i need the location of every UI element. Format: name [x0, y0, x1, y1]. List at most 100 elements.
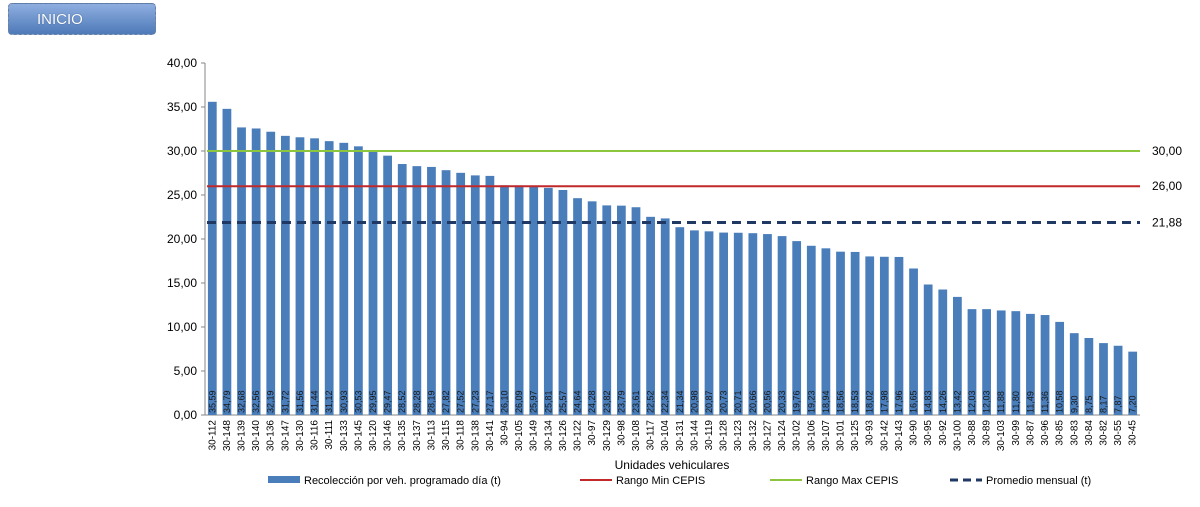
- bar-value-label: 18,02: [865, 390, 875, 413]
- bar-value-label: 31,72: [280, 390, 290, 413]
- x-tick-label: 30-105: [514, 420, 525, 452]
- x-tick-label: 30-117: [646, 420, 657, 451]
- x-tick-label: 30-145: [353, 420, 364, 452]
- x-tick-label: 30-140: [251, 420, 262, 452]
- bar: [368, 151, 378, 415]
- x-tick-label: 30-96: [1040, 420, 1051, 446]
- bar: [1055, 321, 1065, 415]
- x-tick-label: 30-113: [426, 420, 437, 451]
- bar: [412, 166, 422, 415]
- x-tick-label: 30-126: [558, 420, 569, 452]
- x-tick-label: 30-108: [631, 420, 642, 452]
- y-tick-label: 35,00: [167, 100, 197, 114]
- bar: [470, 175, 480, 415]
- bar-value-label: 8,75: [1084, 395, 1094, 413]
- bar-value-label: 23,61: [631, 390, 641, 413]
- y-tick-label: 40,00: [167, 56, 197, 70]
- bar: [222, 108, 232, 416]
- x-tick-label: 30-143: [894, 420, 905, 452]
- x-tick-label: 30-136: [266, 420, 277, 452]
- bar-value-label: 34,79: [222, 390, 232, 413]
- bar-value-label: 28,28: [412, 390, 422, 413]
- bar: [310, 138, 319, 415]
- bar: [251, 128, 261, 416]
- bar-value-label: 31,12: [324, 390, 334, 413]
- bar-value-label: 27,52: [456, 390, 466, 413]
- bar-value-label: 11,36: [1040, 391, 1050, 413]
- bar: [894, 256, 904, 415]
- x-tick-label: 30-131: [675, 420, 686, 452]
- legend-label: Rango Max CEPIS: [806, 475, 898, 487]
- bar-value-label: 27,82: [441, 390, 451, 413]
- bar-value-label: 26,10: [499, 390, 509, 413]
- bar-value-label: 12,03: [982, 390, 992, 413]
- x-tick-label: 30-137: [412, 420, 423, 452]
- x-tick-label: 30-135: [397, 420, 408, 452]
- x-tick-label: 30-146: [383, 420, 394, 452]
- bar: [982, 309, 991, 415]
- y-tick-label: 15,00: [167, 276, 197, 290]
- bar-value-label: 23,82: [602, 390, 612, 413]
- x-tick-label: 30-129: [602, 420, 613, 452]
- y-tick-label: 0,00: [174, 408, 198, 422]
- bar: [587, 201, 597, 415]
- bar: [1011, 311, 1021, 415]
- bar-value-label: 7,20: [1128, 395, 1138, 413]
- bar-value-label: 11,80: [1011, 391, 1021, 413]
- bar-value-label: 18,56: [836, 390, 846, 413]
- bar-value-label: 25,81: [543, 390, 553, 413]
- bar-value-label: 24,28: [587, 390, 597, 413]
- bar-value-label: 32,19: [266, 390, 276, 413]
- bar: [923, 284, 933, 415]
- bar-value-label: 27,17: [485, 390, 495, 413]
- x-tick-label: 30-82: [1098, 420, 1109, 446]
- bar: [792, 241, 802, 415]
- bar-value-label: 7,87: [1113, 395, 1123, 413]
- bar: [777, 236, 787, 415]
- x-tick-label: 30-93: [865, 420, 876, 446]
- x-tick-label: 30-148: [222, 420, 233, 452]
- x-tick-label: 30-122: [573, 420, 584, 452]
- x-tick-label: 30-102: [792, 420, 803, 452]
- bar-value-label: 22,34: [660, 390, 670, 413]
- bar: [1040, 315, 1050, 415]
- x-tick-label: 30-100: [952, 420, 963, 452]
- x-tick-label: 30-97: [587, 420, 598, 446]
- bar-value-label: 12,03: [967, 390, 977, 413]
- x-tick-label: 30-95: [923, 420, 934, 446]
- x-tick-label: 30-112: [207, 420, 218, 451]
- bar: [909, 268, 918, 415]
- bar: [616, 205, 626, 415]
- bar: [383, 155, 392, 415]
- bar: [938, 289, 948, 415]
- x-tick-label: 30-142: [879, 420, 890, 452]
- legend-label: Promedio mensual (t): [986, 475, 1091, 487]
- x-tick-label: 30-85: [1055, 420, 1066, 446]
- bar-value-label: 26,09: [514, 390, 524, 413]
- bar: [339, 142, 349, 416]
- bar-value-label: 18,53: [850, 390, 860, 413]
- bar-value-label: 8,17: [1098, 395, 1108, 413]
- bar: [280, 135, 290, 415]
- bar: [704, 231, 714, 415]
- bar-value-label: 25,57: [558, 390, 568, 413]
- bar-value-label: 19,23: [806, 390, 816, 413]
- inicio-button[interactable]: INICIO: [8, 3, 156, 35]
- x-tick-label: 30-127: [762, 420, 773, 452]
- x-tick-label: 30-141: [485, 420, 496, 452]
- legend-label: Rango Min CEPIS: [616, 475, 705, 487]
- bar: [529, 186, 539, 415]
- bar-value-label: 10,58: [1055, 390, 1065, 413]
- y-tick-label: 20,00: [167, 232, 197, 246]
- bar-value-label: 14,26: [938, 390, 948, 413]
- bar-value-label: 13,42: [952, 390, 962, 413]
- bar: [953, 296, 962, 415]
- bar-value-label: 20,87: [704, 390, 714, 413]
- x-tick-label: 30-99: [1011, 420, 1022, 446]
- bar: [500, 185, 509, 415]
- bar-value-label: 18,94: [821, 390, 831, 413]
- bar-value-label: 22,52: [646, 390, 656, 413]
- bar: [602, 205, 612, 415]
- bar-value-label: 24,64: [573, 390, 583, 413]
- bar-value-label: 30,53: [353, 390, 363, 413]
